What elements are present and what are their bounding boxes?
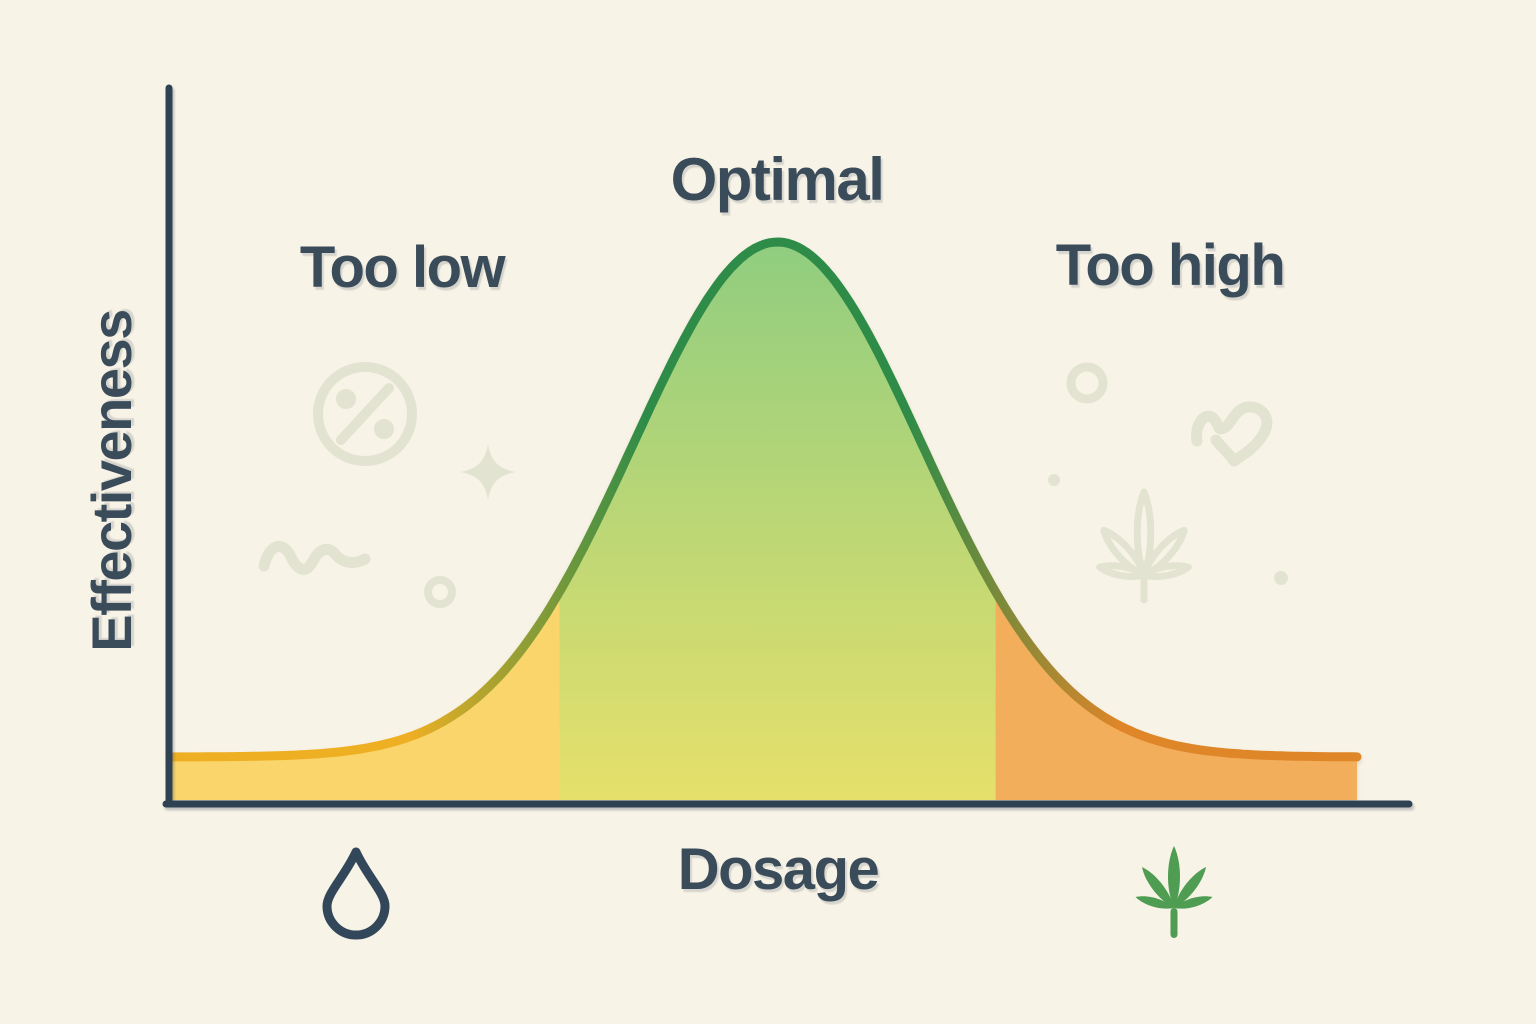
bell-curve (167, 237, 1362, 800)
percent-icon (313, 362, 417, 466)
water-drop-icon (322, 847, 390, 940)
x-axis-label: Dosage (678, 837, 879, 902)
heart-squiggle-icon (1191, 401, 1273, 467)
optimal-label: Optimal (671, 146, 884, 213)
cannabis-leaf-icon (1135, 846, 1213, 938)
too-low-label: Too low (300, 235, 507, 300)
bell-curve-line (167, 237, 1362, 762)
circle-outline-icon (1066, 362, 1108, 404)
axes (162, 84, 1413, 808)
axis-pictograms (322, 846, 1213, 940)
sparkle-icon (460, 444, 516, 500)
dot-icon (1274, 571, 1288, 585)
dot-icon (1048, 474, 1060, 486)
axis-labels: Dosage Effectiveness (80, 310, 880, 902)
donut-circle-icon (424, 576, 456, 608)
y-axis-label: Effectiveness (80, 310, 143, 652)
faded-cannabis-leaf-icon (1096, 488, 1192, 604)
squiggle-icon (258, 541, 371, 575)
optimal-area (559, 242, 996, 800)
decorative-doodles (258, 362, 1288, 608)
too-high-label: Too high (1056, 233, 1285, 298)
too-low-area (172, 591, 560, 800)
too-high-area (995, 591, 1357, 800)
zone-labels: Too low Optimal Too high (300, 146, 1286, 300)
